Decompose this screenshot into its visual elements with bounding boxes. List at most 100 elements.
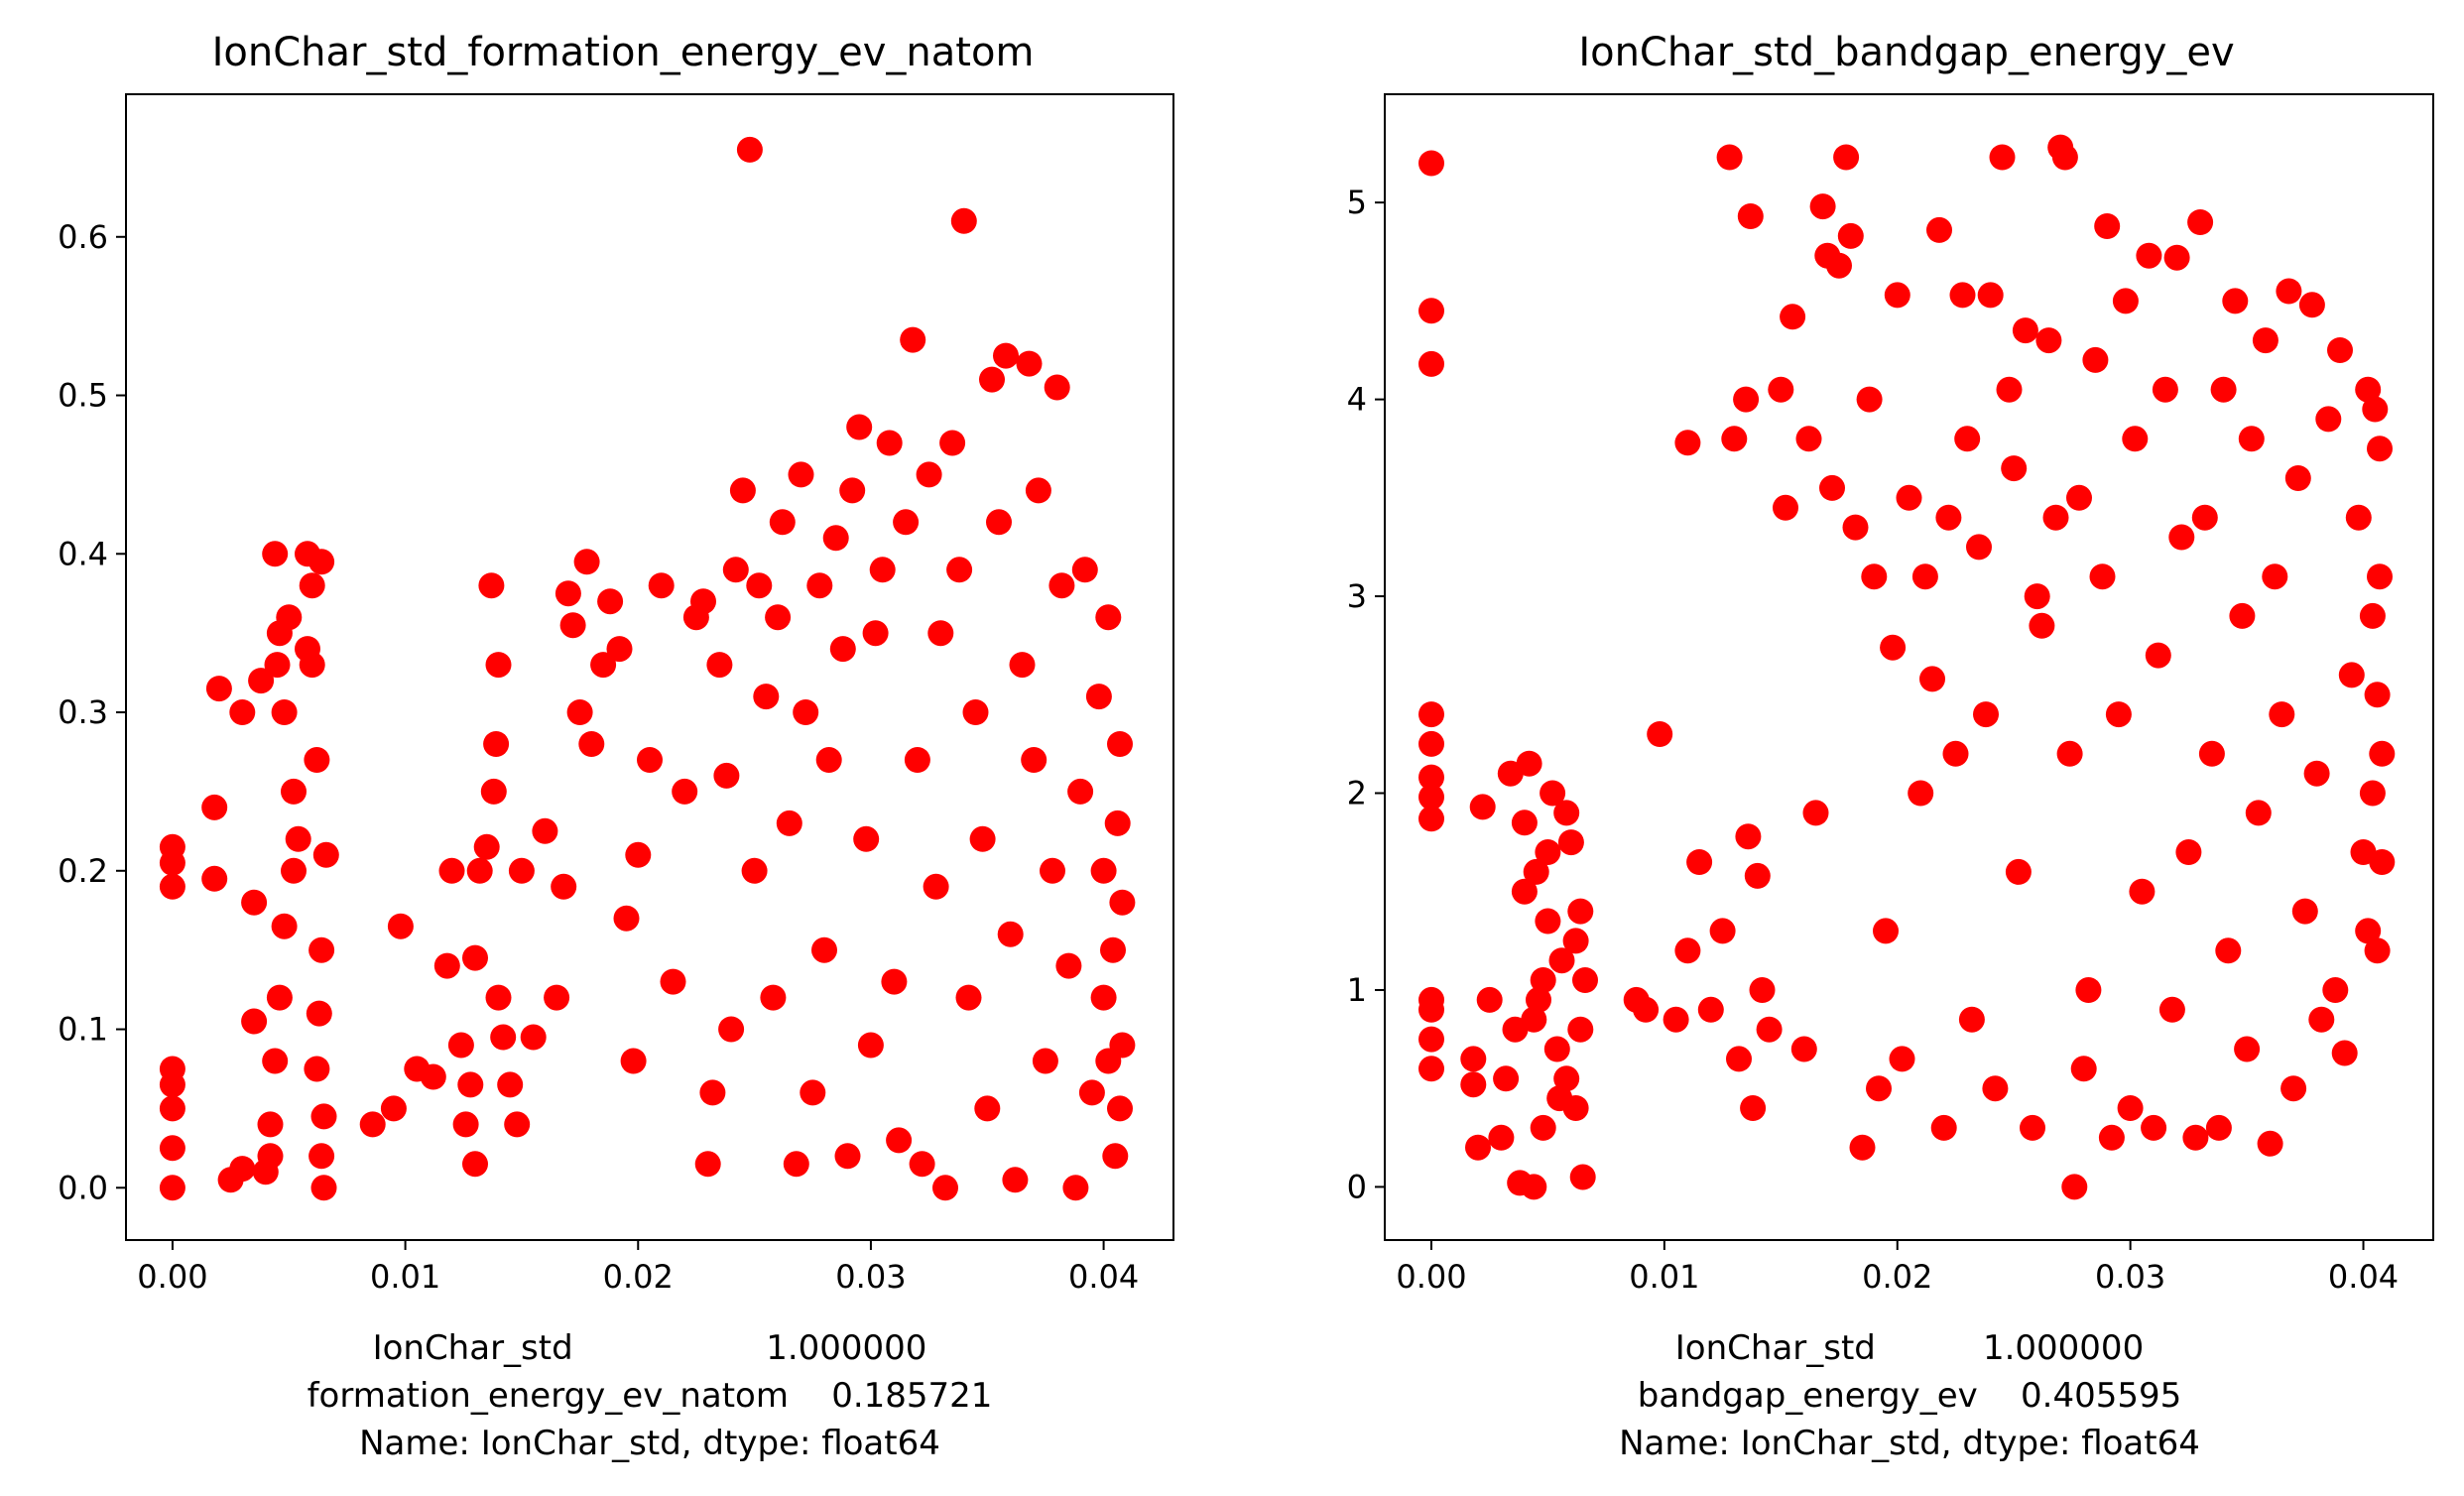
scatter-point [694, 1151, 721, 1178]
scatter-point [420, 1063, 446, 1090]
scatter-point [955, 984, 982, 1011]
scatter-point [1476, 986, 1503, 1013]
scatter-point [1686, 849, 1713, 875]
scatter-point [1735, 823, 1762, 850]
scatter-point [205, 676, 232, 702]
scatter-point [433, 952, 460, 979]
scatter-point [2075, 977, 2102, 1003]
scatter-point [229, 1156, 256, 1183]
scatter-point [2175, 839, 2202, 865]
scatter-point [1737, 203, 1764, 229]
scatter-point [997, 921, 1024, 947]
scatter-point [2112, 288, 2139, 314]
scatter-point [554, 580, 581, 607]
scatter-point [159, 873, 185, 900]
scatter-point [1935, 504, 1962, 531]
scatter-point [312, 841, 339, 868]
scatter-point [2229, 602, 2256, 629]
scatter-point [1418, 701, 1444, 728]
scatter-point [1460, 1046, 1487, 1072]
scatter-point [946, 557, 973, 583]
x-axis-label-line-1: IonChar_std 1.000000 [373, 1328, 927, 1368]
scatter-point [927, 620, 954, 647]
scatter-point [729, 477, 756, 504]
scatter-point [834, 1143, 861, 1170]
scatter-point [2187, 209, 2214, 235]
scatter-point [1861, 563, 1888, 590]
scatter-point [2141, 1114, 2167, 1141]
scatter-point [485, 652, 512, 679]
scatter-point [2042, 504, 2069, 531]
scatter-point [1511, 810, 1538, 836]
scatter-point [2298, 292, 2325, 318]
scatter-point [1100, 936, 1126, 963]
scatter-point [2020, 1114, 2045, 1141]
scatter-point [308, 549, 335, 575]
scatter-point [1548, 947, 1575, 974]
scatter-point [508, 857, 535, 884]
scatter-point [2198, 740, 2225, 767]
x-tick-label: 0.01 [1629, 1258, 1699, 1296]
scatter-point [159, 833, 185, 860]
scatter-point [846, 414, 873, 440]
scatter-point [776, 810, 802, 836]
x-tick-label: 0.02 [1862, 1258, 1932, 1296]
scatter-point [1837, 222, 1864, 249]
scatter-point [2315, 406, 2342, 433]
scatter-point [1663, 1006, 1689, 1033]
scatter-point [699, 1079, 726, 1106]
scatter-point [613, 905, 640, 932]
scatter-point [904, 747, 930, 773]
scatter-point [2269, 701, 2295, 728]
scatter-point [950, 207, 977, 234]
x-tick-label: 0.01 [370, 1258, 440, 1296]
scatter-point [1842, 514, 1869, 541]
scatter-point [1567, 898, 1594, 925]
scatter-point [1756, 1016, 1783, 1043]
scatter-point [1521, 1174, 1547, 1200]
scatter-point [2284, 465, 2311, 491]
scatter-point [299, 572, 325, 599]
scatter-point [229, 699, 256, 725]
scatter-point [969, 825, 996, 852]
x-axis-label-line-2: bandgap_energy_ev 0.405595 [1638, 1376, 2182, 1416]
scatter-point [769, 509, 796, 536]
scatter-point [793, 699, 819, 725]
scatter-point [1418, 150, 1444, 177]
scatter-point [1040, 857, 1065, 884]
scatter-point [201, 794, 228, 820]
x-axis-label-line-3: Name: IonChar_std, dtype: float64 [1619, 1424, 2200, 1463]
scatter-point [881, 968, 908, 995]
scatter-point [483, 731, 510, 757]
y-tick-label: 0.6 [58, 218, 108, 256]
scatter-point [380, 1095, 407, 1122]
scatter-point [462, 1151, 488, 1178]
scatter-point [2303, 760, 2330, 787]
scatter-point [736, 136, 763, 163]
scatter-point [2262, 563, 2288, 590]
scatter-point [625, 841, 652, 868]
scatter-point [1009, 652, 1036, 679]
scatter-point [2005, 858, 2032, 885]
scatter-point [1062, 1175, 1089, 1201]
scatter-point [2308, 1006, 2335, 1033]
scatter-point [1930, 1114, 1957, 1141]
scatter-point [753, 684, 780, 710]
scatter-point [1733, 386, 1760, 413]
scatter-point [900, 326, 926, 353]
scatter-point [1460, 1071, 1487, 1098]
scatter-point [916, 461, 942, 488]
scatter-point [2238, 426, 2265, 452]
scatter-point [241, 889, 268, 916]
y-axis: 0.0 0.1 0.2 0.3 0.4 0.5 0.6 [58, 218, 126, 1206]
scatter-point [485, 984, 512, 1011]
scatter-point [532, 817, 558, 844]
scatter-point [2369, 849, 2396, 875]
scatter-point [839, 477, 866, 504]
scatter-point [815, 747, 842, 773]
scatter-point [1090, 857, 1117, 884]
scatter-point [1418, 298, 1444, 324]
scatter-point [1919, 666, 1945, 692]
scatter-point [1567, 1016, 1594, 1043]
